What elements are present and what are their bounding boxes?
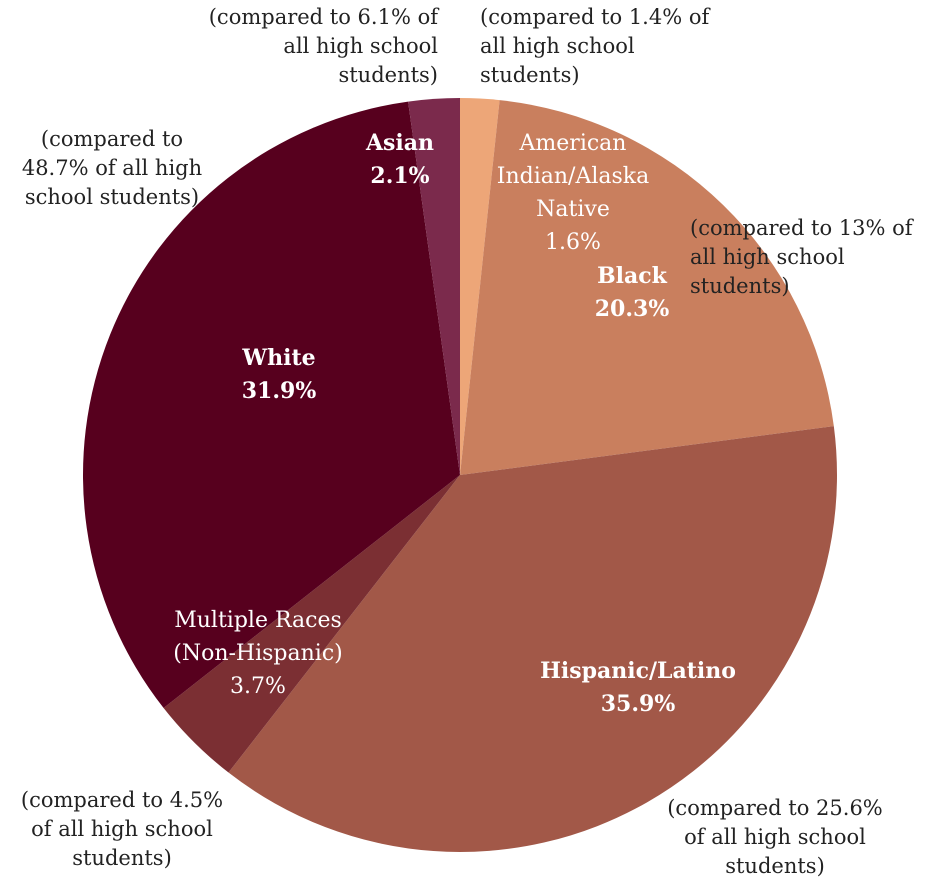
slice-label: White 31.9% [241,345,316,404]
slice-label: Multiple Races (Non-Hispanic) 3.7% [173,608,343,699]
slice-name-label: Indian/Alaska [497,164,649,189]
comparison-note: (compared to 4.5% of all high school stude… [21,788,223,870]
slice-name-label: Multiple Races [174,608,342,633]
comparison-note-line: (compared to 13% of [690,216,915,240]
pie-slice-hispanic-latino [228,426,838,852]
comparison-note: (compared to 25.6% of all high school stud… [667,796,883,878]
slice-label: Black 20.3% [595,263,670,322]
comparison-note-line: all high school [480,34,635,58]
comparison-note-line: (compared to 25.6% [667,796,883,820]
comparison-note-line: all high school [283,34,438,58]
comparison-note-line: 48.7% of all high [22,156,202,180]
slice-label: Asian 2.1% [365,130,434,189]
comparison-note-line: school students) [25,185,199,209]
comparison-note: (compared to 1.4% of all high school stude… [480,5,711,87]
comparison-notes: (compared to 1.4% of all high school stude… [21,5,915,878]
pie-slice-american-indian-alaska-native [460,98,500,475]
slice-value-label: 35.9% [601,691,676,717]
slice-value-label: 2.1% [370,163,429,189]
slice-name-label: Black [597,263,668,289]
pie-slices [83,98,838,852]
comparison-note: (compared to 48.7% of all high school stud… [22,127,202,209]
slice-value-label: 3.7% [230,674,286,699]
slice-name-label: Native [536,197,610,222]
comparison-note-line: (compared to 6.1% of [209,5,440,29]
comparison-note-line: students) [338,63,438,87]
pie-slice-multiple-races-non-hispanic- [163,475,460,773]
slice-labels: American Indian/Alaska Native 1.6% Black 20.3… [173,130,736,717]
comparison-note-line: students) [480,63,580,87]
comparison-note: (compared to 6.1% of all high school stude… [209,5,440,87]
slice-label: Hispanic/Latino 35.9% [540,658,736,717]
slice-value-label: 20.3% [595,296,670,322]
slice-value-label: 1.6% [545,230,601,255]
slice-name-label: American [519,131,627,156]
comparison-note-line: students) [725,854,825,878]
comparison-note-line: of all high school [31,817,213,841]
slice-name-label: Asian [365,130,434,156]
comparison-note-line: (compared to [41,127,183,151]
comparison-note-line: students) [72,846,172,870]
comparison-note-line: students) [690,274,790,298]
comparison-note-line: of all high school [684,825,866,849]
slice-name-label: (Non-Hispanic) [173,641,343,666]
slice-label: American Indian/Alaska Native 1.6% [497,131,649,255]
pie-slice-asian [408,98,460,475]
pie-slice-black [460,100,834,475]
comparison-note-line: (compared to 1.4% of [480,5,711,29]
comparison-note: (compared to 13% of all high school studen… [690,216,915,298]
comparison-note-line: (compared to 4.5% [21,788,223,812]
slice-value-label: 31.9% [242,378,317,404]
comparison-note-line: all high school [690,245,845,269]
slice-name-label: Hispanic/Latino [540,658,736,684]
slice-name-label: White [241,345,315,371]
pie-slice-white [83,101,461,708]
